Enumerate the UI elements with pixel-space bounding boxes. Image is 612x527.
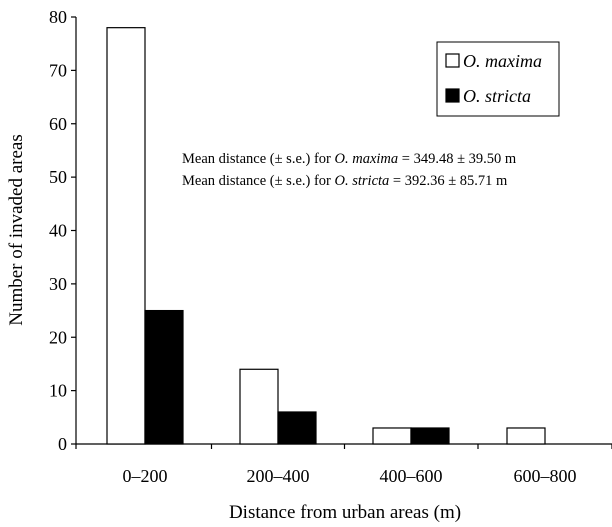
legend-swatch-o-maxima [445,53,460,68]
bar-o-stricta [410,427,450,445]
x-tick-label: 600–800 [514,466,577,486]
y-tick-label: 30 [49,274,67,294]
y-tick-label: 70 [49,60,67,80]
x-ticks: 0–200 200–400 400–600 600–800 [75,444,612,486]
y-tick-label: 10 [49,381,67,401]
annotation-suffix: = 392.36 ± 85.71 m [389,173,508,189]
y-tick-label: 20 [49,327,67,347]
y-axis-title: Number of invaded areas [6,134,27,326]
bar-o-maxima [106,27,146,445]
y-tick-label: 40 [49,221,67,241]
annotation-suffix: = 349.48 ± 39.50 m [398,151,517,167]
bar-o-maxima [506,427,546,445]
legend-label-o-maxima: O. maxima [463,51,542,71]
x-axis: 0–200 200–400 400–600 600–800 Distance from… [75,443,612,523]
y-tick-label: 50 [49,167,67,187]
annotation-prefix: Mean distance (± s.e.) for [182,151,335,167]
annotation-o-maxima-mean: Mean distance (± s.e.) for O. maxima = 3… [182,151,517,167]
annotation-o-stricta-mean: Mean distance (± s.e.) for O. stricta = … [182,173,508,189]
x-tick-label: 400–600 [380,466,443,486]
legend: O. maxima O. stricta [436,41,560,117]
y-tick-label: 0 [58,434,67,454]
x-axis-title: Distance from urban areas (m) [229,502,461,523]
legend-label-o-stricta: O. stricta [463,86,531,106]
annotation-prefix: Mean distance (± s.e.) for [182,173,335,189]
annotations: Mean distance (± s.e.) for O. maxima = 3… [182,151,517,189]
x-tick-label: 0–200 [123,466,168,486]
y-tick-label: 60 [49,114,67,134]
bar-o-maxima [372,427,412,445]
x-tick-label: 200–400 [247,466,310,486]
bars [106,27,546,445]
legend-box [436,41,560,117]
annotation-species: O. maxima [335,151,399,167]
bar-o-maxima [239,368,279,445]
annotation-species: O. stricta [335,173,390,189]
bar-o-stricta [144,309,184,445]
y-ticks: 0 10 20 30 40 50 60 70 80 [49,7,76,454]
y-tick-label: 80 [49,7,67,27]
y-axis: 0 10 20 30 40 50 60 70 80 Number of invaded area… [6,7,77,454]
bar-o-stricta [277,411,317,445]
legend-swatch-o-stricta [445,88,460,103]
